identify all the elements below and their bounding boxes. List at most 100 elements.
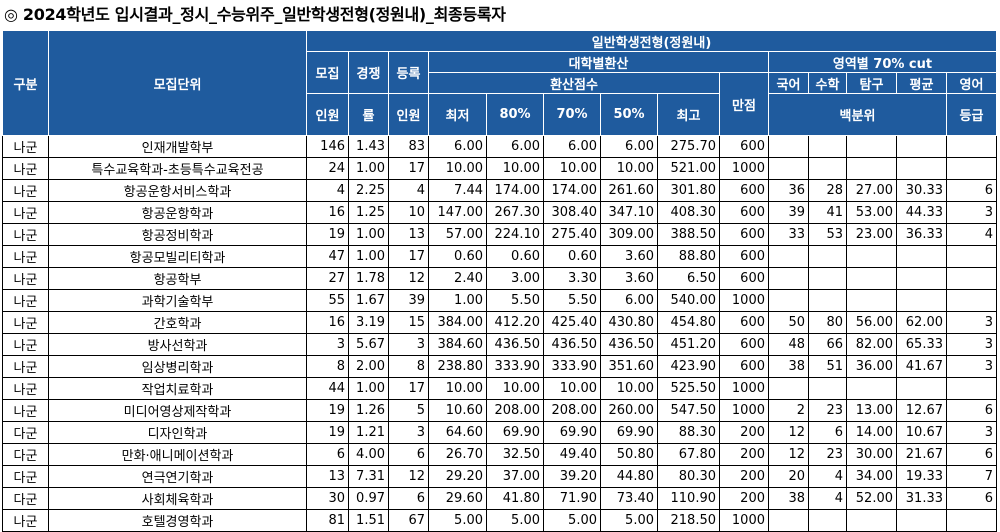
full-score-cell: 1000	[719, 157, 769, 180]
quota-cell: 16	[306, 311, 349, 334]
p70-cell: 71.90	[543, 487, 601, 510]
header-math: 수학	[808, 72, 847, 94]
english-cell	[946, 267, 997, 290]
max-cell: 540.00	[657, 289, 720, 312]
max-cell: 67.80	[657, 443, 720, 466]
max-cell: 88.80	[657, 245, 720, 268]
header-p50: 50%	[600, 93, 658, 136]
korean-cell: 48	[768, 333, 809, 356]
rate-cell: 1.25	[348, 201, 389, 224]
inquiry-cell: 23.00	[846, 223, 897, 246]
p80-cell: 37.00	[486, 465, 544, 488]
quota-cell: 55	[306, 289, 349, 312]
rate-cell: 1.26	[348, 399, 389, 422]
p80-cell: 3.00	[486, 267, 544, 290]
min-cell: 238.80	[428, 355, 487, 378]
header-p70: 70%	[543, 93, 601, 136]
p70-cell: 10.00	[543, 157, 601, 180]
max-cell: 388.50	[657, 223, 720, 246]
max-cell: 80.30	[657, 465, 720, 488]
english-cell: 3	[946, 355, 997, 378]
english-cell: 6	[946, 487, 997, 510]
unit-cell: 작업치료학과	[48, 377, 307, 400]
table-row: 다군 디자인학과 19 1.21 3 64.60 69.90 69.90 69.90 88.30 2…	[2, 421, 997, 444]
table-row: 나군 항공정비학과 19 1.00 13 57.00 224.10 275.40 309.00 3…	[2, 223, 997, 246]
table-row: 나군 간호학과 16 3.19 15 384.00 412.20 425.40 430.80 45…	[2, 311, 997, 334]
korean-cell: 38	[768, 355, 809, 378]
header-group: 구분	[2, 30, 49, 136]
p50-cell: 44.80	[600, 465, 658, 488]
registered-cell: 12	[388, 267, 429, 290]
english-cell: 4	[946, 223, 997, 246]
registered-cell: 8	[388, 355, 429, 378]
header-quota-2: 인원	[306, 93, 349, 136]
p70-cell: 10.00	[543, 377, 601, 400]
p80-cell: 174.00	[486, 179, 544, 202]
p70-cell: 308.40	[543, 201, 601, 224]
rate-cell: 1.78	[348, 267, 389, 290]
korean-cell	[768, 157, 809, 180]
header-english: 영어	[946, 72, 997, 94]
p50-cell: 351.60	[600, 355, 658, 378]
rate-cell: 1.43	[348, 135, 389, 158]
quota-cell: 19	[306, 399, 349, 422]
korean-cell	[768, 135, 809, 158]
header-rate-2: 률	[348, 93, 389, 136]
p80-cell: 69.90	[486, 421, 544, 444]
group-cell: 다군	[2, 465, 49, 488]
registered-cell: 17	[388, 157, 429, 180]
unit-cell: 과학기술학부	[48, 289, 307, 312]
average-cell: 65.33	[896, 333, 947, 356]
header-rate: 경쟁	[348, 51, 389, 94]
quota-cell: 6	[306, 443, 349, 466]
header-area-cut: 영역별 70% cut	[768, 51, 997, 73]
p80-cell: 5.50	[486, 289, 544, 312]
full-score-cell: 200	[719, 487, 769, 510]
rate-cell: 5.67	[348, 333, 389, 356]
page-title: ◎ 2024학년도 입시결과_정시_수능위주_일반학생전형(정원내)_최종등록자	[4, 5, 506, 24]
group-cell: 나군	[2, 311, 49, 334]
table-row: 나군 임상병리학과 8 2.00 8 238.80 333.90 333.90 351.60 42…	[2, 355, 997, 378]
registered-cell: 3	[388, 421, 429, 444]
inquiry-cell: 30.00	[846, 443, 897, 466]
math-cell	[808, 377, 847, 400]
group-cell: 다군	[2, 421, 49, 444]
english-cell: 7	[946, 465, 997, 488]
math-cell: 4	[808, 465, 847, 488]
math-cell: 28	[808, 179, 847, 202]
english-cell: 6	[946, 179, 997, 202]
inquiry-cell: 52.00	[846, 487, 897, 510]
header-average: 평균	[896, 72, 947, 94]
english-cell	[946, 157, 997, 180]
full-score-cell: 200	[719, 421, 769, 444]
p80-cell: 32.50	[486, 443, 544, 466]
min-cell: 7.44	[428, 179, 487, 202]
min-cell: 0.60	[428, 245, 487, 268]
average-cell: 36.33	[896, 223, 947, 246]
table-row: 나군 미디어영상제작학과 19 1.26 5 10.60 208.00 208.00 260.0…	[2, 399, 997, 422]
quota-cell: 30	[306, 487, 349, 510]
rate-cell: 1.00	[348, 377, 389, 400]
p50-cell: 430.80	[600, 311, 658, 334]
table-row: 나군 항공운항학과 16 1.25 10 147.00 267.30 308.40 347.10…	[2, 201, 997, 224]
p70-cell: 0.60	[543, 245, 601, 268]
max-cell: 408.30	[657, 201, 720, 224]
registered-cell: 17	[388, 245, 429, 268]
quota-cell: 3	[306, 333, 349, 356]
min-cell: 10.00	[428, 377, 487, 400]
group-cell: 나군	[2, 223, 49, 246]
math-cell	[808, 267, 847, 290]
registered-cell: 15	[388, 311, 429, 334]
math-cell	[808, 135, 847, 158]
math-cell: 66	[808, 333, 847, 356]
registered-cell: 39	[388, 289, 429, 312]
inquiry-cell	[846, 377, 897, 400]
average-cell	[896, 289, 947, 312]
unit-cell: 항공모빌리티학과	[48, 245, 307, 268]
unit-cell: 간호학과	[48, 311, 307, 334]
full-score-cell: 600	[719, 267, 769, 290]
rate-cell: 3.19	[348, 311, 389, 334]
unit-cell: 특수교육학과-초등특수교육전공	[48, 157, 307, 180]
korean-cell: 38	[768, 487, 809, 510]
unit-cell: 임상병리학과	[48, 355, 307, 378]
